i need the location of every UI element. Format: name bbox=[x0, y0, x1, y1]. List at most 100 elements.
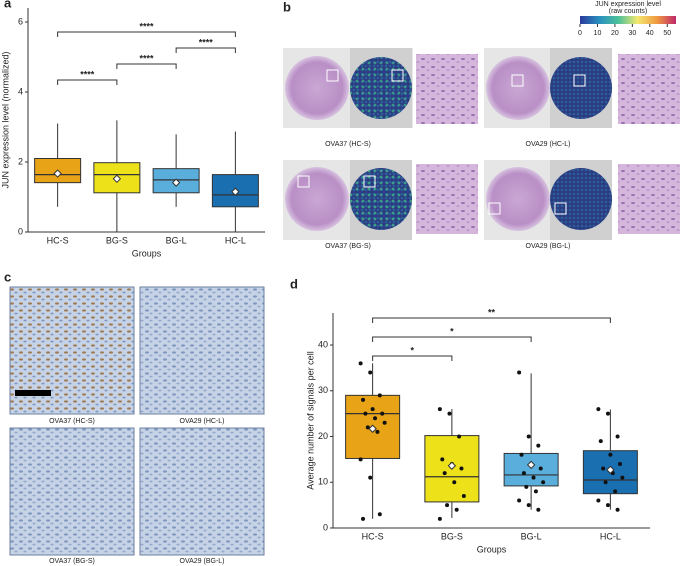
panel-label: c bbox=[4, 269, 11, 284]
significance-label: **** bbox=[199, 37, 214, 47]
zoom-image bbox=[618, 54, 680, 124]
data-point bbox=[382, 420, 387, 425]
data-point bbox=[617, 461, 622, 466]
data-point bbox=[517, 498, 522, 503]
y-tick-label: 0 bbox=[18, 226, 23, 236]
colorbar-tick-label: 10 bbox=[594, 30, 602, 37]
mean-marker bbox=[606, 465, 615, 475]
box bbox=[34, 158, 82, 184]
sample-label: OVA29 (HC-L) bbox=[526, 141, 571, 148]
x-tick-label: HC-S bbox=[47, 235, 69, 245]
zoom-image bbox=[618, 164, 680, 234]
data-point bbox=[620, 475, 625, 480]
data-point bbox=[596, 407, 601, 412]
data-point bbox=[524, 484, 529, 489]
x-tick-label: HC-S bbox=[362, 531, 384, 541]
sample-label: OVA29 (BG-L) bbox=[526, 243, 571, 250]
zoom-image bbox=[416, 54, 478, 124]
ihc-image bbox=[9, 427, 135, 556]
data-point bbox=[519, 452, 524, 457]
y-tick-label: 40 bbox=[318, 339, 328, 349]
ihc-image bbox=[139, 286, 265, 415]
mean-marker bbox=[526, 460, 536, 470]
data-point bbox=[536, 443, 541, 448]
box bbox=[503, 452, 559, 487]
data-point bbox=[447, 411, 452, 416]
y-tick-label: 0 bbox=[323, 522, 328, 532]
mean-marker bbox=[53, 169, 62, 178]
spot-map bbox=[550, 57, 612, 119]
x-tick-label: HC-L bbox=[225, 235, 246, 245]
x-tick-label: BG-L bbox=[521, 531, 542, 541]
significance-bracket bbox=[372, 317, 611, 323]
data-point bbox=[361, 516, 366, 521]
sample-label: OVA29 (HC-L) bbox=[180, 418, 225, 425]
y-tick-label: 30 bbox=[318, 385, 328, 395]
mean-marker bbox=[231, 187, 240, 196]
data-point bbox=[459, 466, 464, 471]
spot-map-overlay bbox=[350, 57, 412, 119]
data-point bbox=[517, 370, 522, 375]
data-point bbox=[442, 471, 447, 476]
colorbar-tick-label: 30 bbox=[628, 30, 636, 37]
data-point bbox=[526, 503, 531, 508]
roi-box bbox=[391, 69, 404, 82]
data-point bbox=[615, 434, 620, 439]
data-point bbox=[538, 466, 543, 471]
data-point bbox=[377, 393, 382, 398]
mean-marker bbox=[447, 461, 457, 470]
zoom-image bbox=[416, 164, 478, 234]
y-axis-label: JUN expression level (normalized) bbox=[0, 51, 10, 188]
data-point bbox=[521, 471, 526, 476]
colorbar-tick-label: 40 bbox=[646, 30, 654, 37]
data-point bbox=[437, 407, 442, 412]
x-tick-label: BG-S bbox=[441, 531, 463, 541]
data-point bbox=[361, 397, 366, 402]
panel-label: a bbox=[4, 0, 12, 10]
significance-bracket bbox=[372, 336, 532, 342]
data-point bbox=[603, 480, 608, 485]
y-tick-label: 4 bbox=[18, 86, 23, 96]
scale-bar bbox=[15, 390, 51, 396]
he-core bbox=[285, 56, 349, 120]
panel-label: d bbox=[290, 276, 298, 291]
he-core bbox=[285, 167, 349, 231]
data-point bbox=[358, 457, 363, 462]
x-tick-label: HC-L bbox=[600, 531, 621, 541]
data-point bbox=[363, 411, 368, 416]
significance-bracket bbox=[372, 355, 453, 361]
data-point bbox=[605, 503, 610, 508]
spot-map bbox=[550, 168, 612, 230]
data-point bbox=[358, 361, 363, 366]
colorbar-tick-label: 0 bbox=[578, 30, 582, 37]
data-point bbox=[598, 439, 603, 444]
spot-map-overlay bbox=[350, 168, 412, 230]
data-point bbox=[375, 429, 380, 434]
sample-label: OVA37 (HC-S) bbox=[325, 141, 371, 148]
significance-label: * bbox=[410, 345, 414, 355]
data-point bbox=[613, 489, 618, 494]
significance-label: **** bbox=[139, 21, 154, 31]
panel-b-images bbox=[283, 16, 680, 240]
data-point bbox=[608, 452, 613, 457]
roi-box bbox=[488, 202, 501, 215]
y-tick-label: 10 bbox=[318, 477, 328, 487]
data-point bbox=[596, 498, 601, 503]
sample-label: OVA37 (BG-S) bbox=[49, 558, 95, 565]
significance-bracket bbox=[116, 63, 177, 69]
he-core bbox=[486, 56, 550, 120]
data-point bbox=[370, 407, 375, 412]
data-point bbox=[440, 457, 445, 462]
data-point bbox=[380, 411, 385, 416]
y-axis-label: Average number of signals per cell bbox=[305, 351, 315, 489]
sample-label: OVA37 (HC-S) bbox=[49, 418, 95, 425]
data-point bbox=[452, 480, 457, 485]
colorbar-title: (raw counts) bbox=[609, 8, 648, 15]
significance-label: **** bbox=[139, 53, 154, 63]
y-tick-label: 6 bbox=[18, 16, 23, 26]
roi-box bbox=[297, 175, 310, 188]
mean-marker bbox=[368, 424, 377, 433]
colorbar-tick-label: 20 bbox=[611, 30, 619, 37]
x-axis-label: Groups bbox=[477, 544, 507, 554]
